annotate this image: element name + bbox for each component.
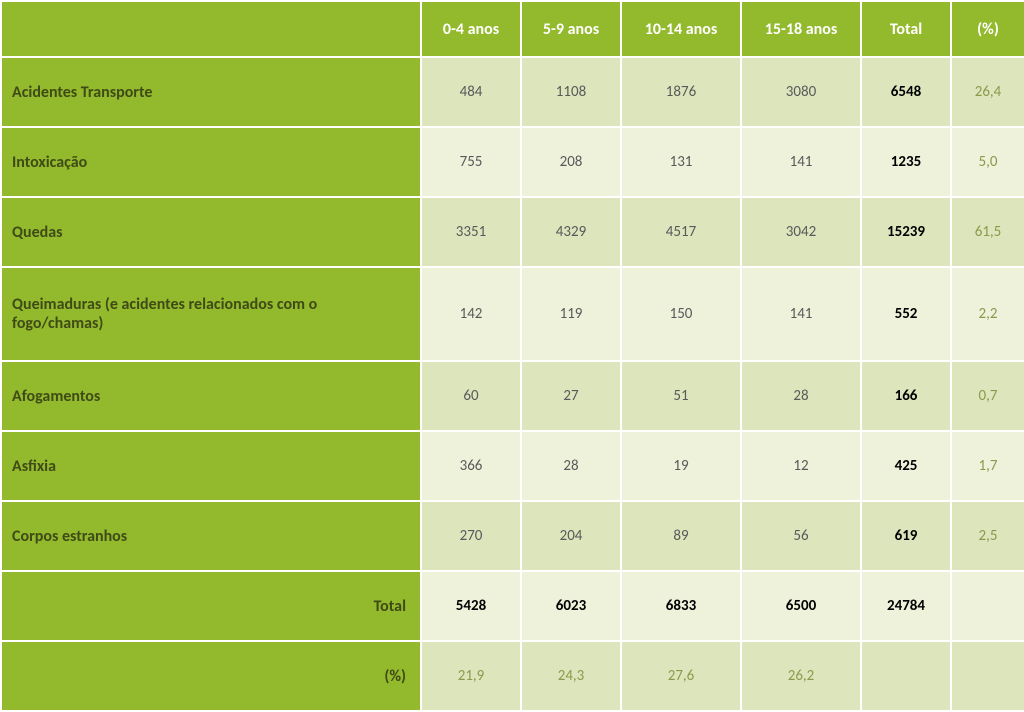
header-col: Total bbox=[861, 1, 951, 57]
cell-value: 4329 bbox=[521, 197, 621, 267]
header-col: 15-18 anos bbox=[741, 1, 861, 57]
cell-pct: 26,4 bbox=[951, 57, 1024, 127]
cell-value: 119 bbox=[521, 267, 621, 361]
row-label: Corpos estranhos bbox=[1, 501, 421, 571]
data-table: 0-4 anos5-9 anos10-14 anos15-18 anosTota… bbox=[0, 0, 1024, 712]
cell-total: 166 bbox=[861, 361, 951, 431]
table-body: Acidentes Transporte48411081876308065482… bbox=[1, 57, 1024, 711]
row-label: Queimaduras (e acidentes relacionados co… bbox=[1, 267, 421, 361]
cell-pct: 61,5 bbox=[951, 197, 1024, 267]
cell-value: 1876 bbox=[621, 57, 741, 127]
cell-value: 366 bbox=[421, 431, 521, 501]
cell-value: 56 bbox=[741, 501, 861, 571]
percent-cell: 24,3 bbox=[521, 641, 621, 711]
row-label: Quedas bbox=[1, 197, 421, 267]
row-label: Acidentes Transporte bbox=[1, 57, 421, 127]
cell-total: 552 bbox=[861, 267, 951, 361]
total-cell: 6023 bbox=[521, 571, 621, 641]
grand-total: 24784 bbox=[861, 571, 951, 641]
cell-value: 150 bbox=[621, 267, 741, 361]
cell-pct: 2,5 bbox=[951, 501, 1024, 571]
cell-value: 131 bbox=[621, 127, 741, 197]
percent-cell: 27,6 bbox=[621, 641, 741, 711]
cell-value: 28 bbox=[741, 361, 861, 431]
cell-value: 27 bbox=[521, 361, 621, 431]
cell-value: 19 bbox=[621, 431, 741, 501]
cell-value: 4517 bbox=[621, 197, 741, 267]
table-row: Acidentes Transporte48411081876308065482… bbox=[1, 57, 1024, 127]
row-label: Afogamentos bbox=[1, 361, 421, 431]
table-row: Quedas33514329451730421523961,5 bbox=[1, 197, 1024, 267]
header-col: 0-4 anos bbox=[421, 1, 521, 57]
cell-value: 141 bbox=[741, 267, 861, 361]
cell-total: 6548 bbox=[861, 57, 951, 127]
total-cell: 5428 bbox=[421, 571, 521, 641]
cell-value: 60 bbox=[421, 361, 521, 431]
percent-cell: 21,9 bbox=[421, 641, 521, 711]
total-row-label: Total bbox=[1, 571, 421, 641]
cell-value: 484 bbox=[421, 57, 521, 127]
table-row: Intoxicação75520813114112355,0 bbox=[1, 127, 1024, 197]
cell-pct: 0,7 bbox=[951, 361, 1024, 431]
percent-row-label: (%) bbox=[1, 641, 421, 711]
percent-total-blank bbox=[861, 641, 951, 711]
total-cell: 6500 bbox=[741, 571, 861, 641]
header-blank bbox=[1, 1, 421, 57]
total-pct-blank bbox=[951, 571, 1024, 641]
header-col: 5-9 anos bbox=[521, 1, 621, 57]
header-row: 0-4 anos5-9 anos10-14 anos15-18 anosTota… bbox=[1, 1, 1024, 57]
cell-value: 142 bbox=[421, 267, 521, 361]
cell-total: 15239 bbox=[861, 197, 951, 267]
total-row: Total542860236833650024784 bbox=[1, 571, 1024, 641]
cell-value: 89 bbox=[621, 501, 741, 571]
cell-value: 51 bbox=[621, 361, 741, 431]
header-col: (%) bbox=[951, 1, 1024, 57]
percent-cell: 26,2 bbox=[741, 641, 861, 711]
cell-total: 425 bbox=[861, 431, 951, 501]
cell-value: 28 bbox=[521, 431, 621, 501]
cell-value: 3080 bbox=[741, 57, 861, 127]
table-row: Asfixia3662819124251,7 bbox=[1, 431, 1024, 501]
table-row: Queimaduras (e acidentes relacionados co… bbox=[1, 267, 1024, 361]
cell-value: 3042 bbox=[741, 197, 861, 267]
row-label: Intoxicação bbox=[1, 127, 421, 197]
cell-value: 755 bbox=[421, 127, 521, 197]
cell-value: 208 bbox=[521, 127, 621, 197]
row-label: Asfixia bbox=[1, 431, 421, 501]
cell-value: 3351 bbox=[421, 197, 521, 267]
total-cell: 6833 bbox=[621, 571, 741, 641]
cell-total: 619 bbox=[861, 501, 951, 571]
cell-value: 204 bbox=[521, 501, 621, 571]
percent-pct-blank bbox=[951, 641, 1024, 711]
cell-value: 12 bbox=[741, 431, 861, 501]
cell-pct: 5,0 bbox=[951, 127, 1024, 197]
cell-pct: 1,7 bbox=[951, 431, 1024, 501]
table-row: Corpos estranhos27020489566192,5 bbox=[1, 501, 1024, 571]
header-col: 10-14 anos bbox=[621, 1, 741, 57]
cell-total: 1235 bbox=[861, 127, 951, 197]
table-row: Afogamentos602751281660,7 bbox=[1, 361, 1024, 431]
percent-row: (%)21,924,327,626,2 bbox=[1, 641, 1024, 711]
cell-value: 141 bbox=[741, 127, 861, 197]
cell-value: 270 bbox=[421, 501, 521, 571]
cell-pct: 2,2 bbox=[951, 267, 1024, 361]
cell-value: 1108 bbox=[521, 57, 621, 127]
